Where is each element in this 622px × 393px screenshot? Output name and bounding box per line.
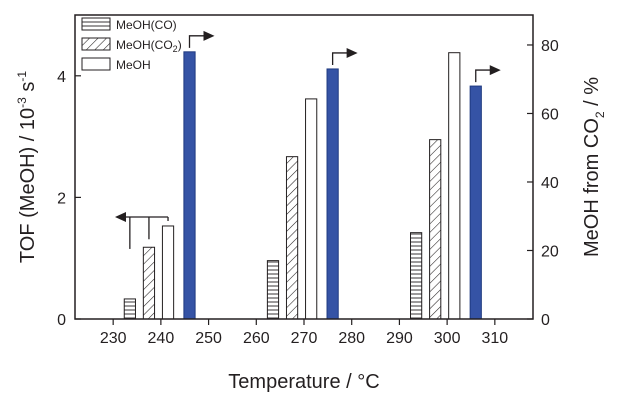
y-right-tick-label-0: 0 xyxy=(541,312,550,329)
y-left-tick-label-0: 0 xyxy=(57,312,66,329)
bar-hlines-3 xyxy=(410,232,423,320)
y-right-tick-label-20: 20 xyxy=(541,243,559,260)
x-tick-label-230: 230 xyxy=(100,330,127,347)
x-tick-label-280: 280 xyxy=(338,330,365,347)
legend-label-meoh: MeOH xyxy=(116,58,151,72)
bar-diag-2 xyxy=(285,156,299,320)
right-indicator-arrowhead-2 xyxy=(346,47,358,58)
right-indicator-line-1 xyxy=(188,35,205,48)
legend-swatch-meoh-co xyxy=(81,17,111,31)
x-tick-label-260: 260 xyxy=(243,330,270,347)
y-left-tick-label-4: 4 xyxy=(57,69,66,86)
legend-swatch-meoh xyxy=(81,57,111,71)
x-axis: 230 240 250 260 270 280 290 300 310 xyxy=(100,319,508,347)
bar-blue-1 xyxy=(183,51,196,320)
x-tick-label-310: 310 xyxy=(481,330,508,347)
bar-hlines-1 xyxy=(123,298,136,320)
y-axis-left: 0 2 4 xyxy=(57,69,81,329)
legend: MeOH(CO) MeOH(CO2) MeOH xyxy=(81,17,182,72)
y-axis-left-label: TOF (MeOH) / 10-3 s-1 xyxy=(15,71,39,263)
right-indicator-line-2 xyxy=(331,52,348,65)
x-tick-label-290: 290 xyxy=(386,330,413,347)
right-indicator-line-3 xyxy=(475,69,491,83)
x-tick-label-270: 270 xyxy=(291,330,318,347)
y-right-tick-label-80: 80 xyxy=(541,38,559,55)
bar-diag-1 xyxy=(142,246,156,320)
y-left-tick-label-2: 2 xyxy=(57,190,66,207)
legend-label-meoh-co: MeOH(CO) xyxy=(116,18,177,32)
legend-label-meoh-co2: MeOH(CO2) xyxy=(116,38,182,54)
y-axis-right: 0 20 40 60 80 xyxy=(527,38,559,329)
x-tick-label-300: 300 xyxy=(434,330,461,347)
bar-blue-3 xyxy=(469,85,482,320)
annotations-layer xyxy=(115,30,501,249)
bars-layer xyxy=(123,51,482,320)
legend-swatch-meoh-co2 xyxy=(81,37,111,51)
x-tick-label-240: 240 xyxy=(148,330,175,347)
right-indicator-arrowhead-3 xyxy=(489,65,501,76)
bar-white-1 xyxy=(161,225,175,320)
bar-white-2 xyxy=(305,98,318,320)
bar-white-3 xyxy=(448,52,461,320)
left-indicator-arrowhead xyxy=(115,211,126,222)
y-right-tick-label-40: 40 xyxy=(541,175,559,192)
y-right-tick-label-60: 60 xyxy=(541,106,559,123)
x-tick-label-250: 250 xyxy=(195,330,222,347)
right-indicator-arrowhead-1 xyxy=(203,30,215,41)
bar-blue-2 xyxy=(326,68,339,320)
x-axis-label: Temperature / °C xyxy=(228,371,379,393)
bar-hlines-2 xyxy=(266,260,280,320)
y-axis-right-label: MeOH from CO2 / % xyxy=(581,77,607,257)
bar-diag-3 xyxy=(429,139,442,320)
